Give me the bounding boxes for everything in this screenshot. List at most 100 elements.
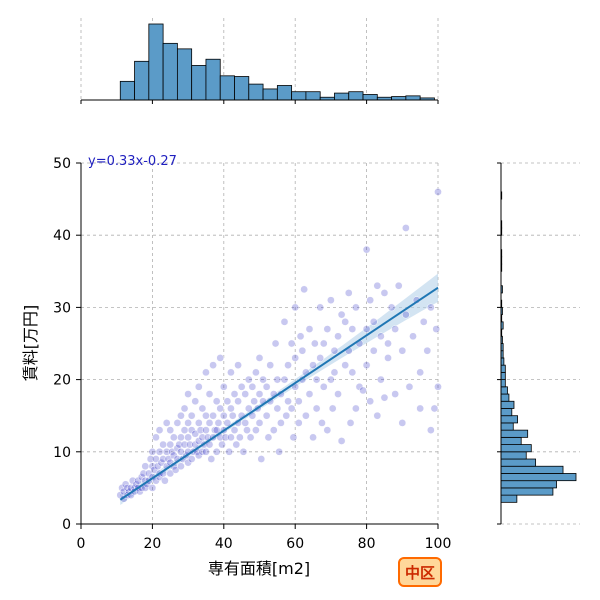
data-point: [434, 382, 442, 391]
data-point: [352, 303, 360, 312]
right-hist-bar: [500, 415, 518, 424]
x-axis-title: 専有面積[m2]: [208, 559, 310, 578]
data-point: [319, 382, 328, 391]
data-point: [230, 426, 239, 434]
data-point: [227, 404, 235, 413]
data-point: [287, 339, 296, 348]
y-tick-label: 30: [53, 300, 71, 316]
data-point: [348, 368, 357, 377]
top-hist-bar: [391, 96, 407, 101]
data-point: [409, 332, 417, 341]
data-point: [284, 397, 292, 406]
data-point: [312, 375, 321, 384]
data-point: [180, 440, 189, 449]
data-point: [264, 433, 273, 442]
data-point: [323, 325, 332, 333]
data-point: [319, 339, 328, 348]
data-point: [239, 447, 248, 456]
data-point: [434, 188, 442, 196]
data-point: [244, 375, 253, 384]
data-point: [280, 375, 289, 384]
data-point: [148, 462, 157, 471]
x-tick-label: 20: [143, 536, 161, 552]
data-point: [369, 317, 378, 326]
right-hist-bar: [500, 444, 532, 453]
data-point: [334, 390, 342, 398]
data-point: [432, 325, 441, 333]
data-point: [162, 419, 171, 427]
data-point: [139, 469, 148, 478]
data-point: [202, 447, 210, 456]
data-point: [419, 317, 428, 326]
data-point: [269, 426, 278, 434]
ward-badge-box: [398, 557, 442, 587]
data-point: [277, 419, 285, 427]
data-point: [205, 390, 214, 398]
data-point: [244, 404, 253, 413]
data-point: [287, 404, 296, 413]
top-hist-bar: [176, 48, 193, 101]
data-point: [348, 325, 357, 333]
data-point: [373, 411, 382, 420]
data-point: [159, 455, 167, 463]
regression-line: [119, 286, 439, 501]
top-hist-bar: [148, 23, 164, 101]
data-point: [248, 382, 257, 391]
data-point: [216, 404, 225, 413]
data-point: [284, 361, 292, 370]
top-hist-bar: [262, 88, 278, 101]
data-point: [177, 411, 185, 420]
right-hist-bar: [500, 451, 527, 460]
data-point: [219, 411, 228, 420]
top-hist-bar: [119, 80, 135, 101]
data-point: [402, 310, 410, 319]
top-hist-bar: [276, 85, 293, 101]
data-point: [296, 332, 305, 341]
data-point: [148, 484, 157, 492]
data-point: [234, 397, 242, 406]
data-point: [416, 404, 424, 413]
data-point: [180, 404, 189, 413]
data-point: [241, 390, 250, 398]
data-point: [309, 361, 317, 370]
data-point: [202, 368, 210, 377]
data-point: [228, 411, 237, 420]
top-hist-bar: [348, 91, 364, 101]
data-point: [318, 419, 326, 427]
top-hist-bar: [334, 92, 350, 101]
data-point: [391, 390, 400, 398]
right-hist-bar: [500, 465, 564, 474]
data-point: [262, 411, 271, 420]
data-point: [162, 447, 171, 456]
top-hist-bar: [219, 75, 235, 101]
x-tick-label: 80: [358, 536, 376, 552]
data-point: [225, 447, 234, 456]
right-hist-bar: [500, 473, 577, 482]
right-hist-bar: [500, 379, 506, 388]
data-point: [252, 368, 260, 377]
right-hist-bar: [500, 400, 515, 409]
right-hist-bar: [500, 458, 537, 467]
data-point: [369, 346, 378, 355]
data-point: [305, 390, 314, 398]
data-point: [227, 433, 235, 442]
data-point: [423, 346, 432, 355]
data-point: [155, 426, 164, 434]
data-point: [291, 303, 300, 312]
regression-equation: y=0.33x-0.27: [88, 154, 177, 169]
data-point: [152, 433, 160, 442]
top-marginal-histogram: [80, 18, 439, 104]
data-point: [171, 466, 180, 474]
data-point: [427, 303, 435, 312]
data-point: [298, 346, 307, 355]
data-point: [223, 397, 232, 406]
data-point: [198, 433, 207, 442]
right-hist-bar: [500, 386, 508, 395]
data-point: [255, 354, 264, 362]
data-point: [416, 368, 424, 377]
data-point: [202, 426, 210, 434]
data-point: [168, 447, 176, 456]
data-point: [211, 426, 219, 434]
ward-badge: 中区: [398, 557, 442, 587]
data-point: [373, 281, 382, 290]
